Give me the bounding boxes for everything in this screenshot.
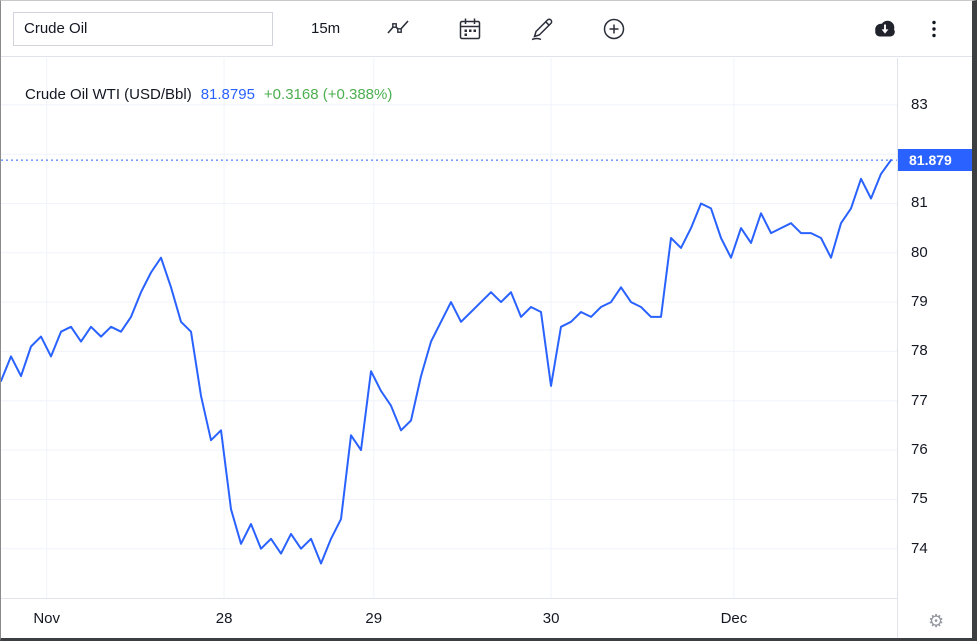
interval-button[interactable]: 15m <box>311 15 340 43</box>
plus-circle-icon <box>600 15 628 43</box>
price-axis-label: 75 <box>911 490 928 508</box>
time-axis-label: 29 <box>365 610 383 627</box>
price-axis-label: 79 <box>911 293 928 311</box>
price-axis-label: 77 <box>911 391 928 409</box>
time-axis-label: 28 <box>215 610 233 627</box>
time-axis[interactable]: Nov 28 29 30 Dec <box>1 598 897 638</box>
draw-button[interactable] <box>528 15 556 43</box>
legend-symbol-title: Crude Oil WTI (USD/Bbl) <box>25 86 192 103</box>
series-style-button[interactable] <box>384 15 412 43</box>
kebab-menu-icon <box>920 15 948 43</box>
price-axis-label: 80 <box>911 243 928 261</box>
cloud-download-icon <box>870 15 900 43</box>
time-axis-label: 30 <box>542 610 560 627</box>
download-button[interactable] <box>870 15 900 43</box>
time-axis-label: Dec <box>720 610 748 627</box>
price-axis-label: 83 <box>911 95 928 113</box>
price-axis[interactable]: 74 75 76 77 78 79 80 81 83 81.879 ⚙ <box>897 58 972 638</box>
price-chart-plot[interactable] <box>1 58 897 598</box>
add-indicator-button[interactable] <box>600 15 628 43</box>
calendar-icon <box>456 15 484 43</box>
series-style-icon <box>384 15 412 43</box>
price-axis-label: 76 <box>911 441 928 459</box>
last-price-tag: 81.879 <box>898 149 972 172</box>
chart-region: Crude Oil WTI (USD/Bbl) 81.8795 +0.3168 … <box>1 58 972 638</box>
price-axis-label: 78 <box>911 342 928 360</box>
price-series-svg <box>1 58 897 598</box>
toolbar: 15m <box>1 1 972 57</box>
time-axis-label: Nov <box>33 610 61 627</box>
kebab-menu-button[interactable] <box>920 15 948 43</box>
chart-legend: Crude Oil WTI (USD/Bbl) 81.8795 +0.3168 … <box>25 86 392 103</box>
calendar-button[interactable] <box>456 15 484 43</box>
price-axis-label: 74 <box>911 539 928 557</box>
draw-pencil-icon <box>528 15 556 43</box>
price-axis-label: 81 <box>911 194 928 212</box>
settings-gear-icon[interactable]: ⚙ <box>928 611 945 631</box>
legend-last-price: 81.8795 <box>200 86 255 103</box>
symbol-search-input[interactable] <box>13 11 273 46</box>
legend-change: +0.3168 (+0.388%) <box>263 86 393 103</box>
